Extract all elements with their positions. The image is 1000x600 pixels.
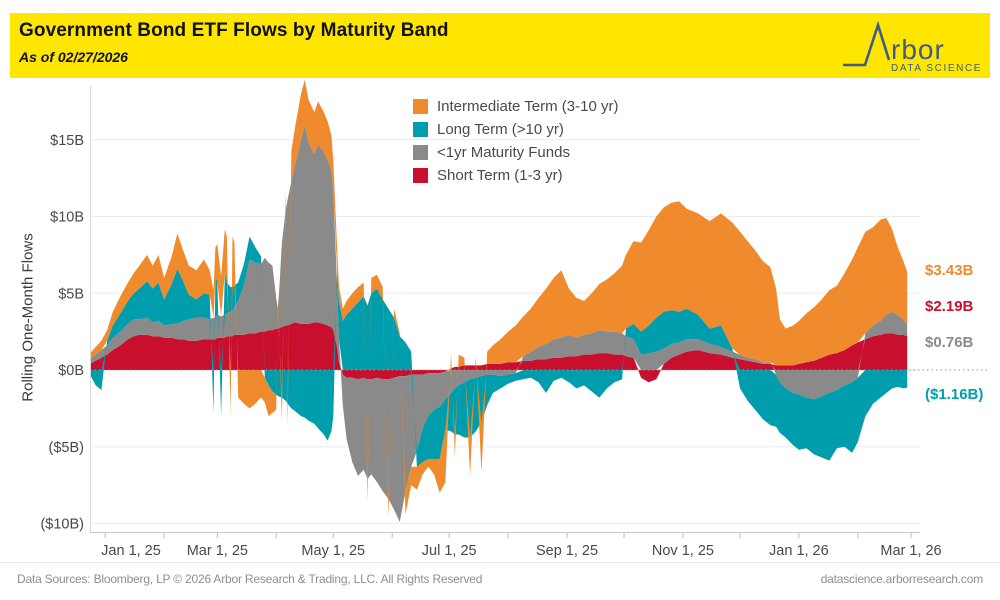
x-tick-label: May 1, 25	[301, 543, 365, 559]
legend-item-under1yr[interactable]: <1yr Maturity Funds	[413, 141, 618, 164]
y-tick-label: ($5B)	[49, 440, 84, 456]
area-under1yr[interactable]	[90, 124, 908, 523]
legend-item-short[interactable]: Short Term (1-3 yr)	[413, 164, 618, 187]
legend-label: Intermediate Term (3-10 yr)	[437, 98, 619, 115]
logo-tagline-text: DATA SCIENCE	[891, 63, 980, 74]
data-sources-text: Data Sources: Bloomberg, LP © 2026 Arbor…	[17, 571, 483, 586]
end-label-intermediate: $3.43B	[925, 262, 974, 279]
y-tick-label: $15B	[50, 133, 84, 149]
y-tick-label: $0B	[58, 363, 84, 379]
y-tick-label: $5B	[58, 286, 84, 302]
page-title: Government Bond ETF Flows by Maturity Ba…	[19, 20, 449, 41]
legend-swatch-short-icon	[413, 168, 428, 183]
legend-item-long[interactable]: Long Term (>10 yr)	[413, 118, 618, 141]
legend-item-intermediate[interactable]: Intermediate Term (3-10 yr)	[413, 95, 618, 118]
y-tick-label: $10B	[50, 210, 84, 226]
x-tick-label: Mar 1, 26	[880, 543, 941, 559]
area-short[interactable]	[90, 322, 908, 383]
x-tick-label: Jan 1, 26	[769, 543, 829, 559]
y-axis-title: Rolling One-Month Flows	[19, 233, 37, 402]
legend-swatch-under1yr-icon	[413, 145, 428, 160]
logo-brand-text: rbor	[891, 34, 945, 65]
x-tick-label: Nov 1, 25	[652, 543, 714, 559]
y-tick-label: ($10B)	[40, 517, 84, 533]
end-label-long: ($1.16B)	[925, 386, 984, 403]
x-tick-label: Jul 1, 25	[422, 543, 477, 559]
legend-label: Short Term (1-3 yr)	[437, 167, 563, 184]
site-link[interactable]: datascience.arborresearch.com	[820, 571, 983, 586]
header-banner: Government Bond ETF Flows by Maturity Ba…	[10, 13, 990, 78]
as-of-date: As of 02/27/2026	[19, 49, 128, 65]
end-label-short: $2.19B	[925, 298, 974, 315]
x-tick-label: Sep 1, 25	[536, 543, 598, 559]
legend: Intermediate Term (3-10 yr) Long Term (>1…	[413, 95, 618, 187]
area-intermediate[interactable]	[90, 79, 908, 518]
arbor-logo: rbor DATA SCIENCE	[843, 20, 980, 74]
x-tick-label: Mar 1, 25	[187, 543, 248, 559]
legend-label: Long Term (>10 yr)	[437, 121, 564, 138]
legend-swatch-long-icon	[413, 122, 428, 137]
legend-swatch-intermediate-icon	[413, 99, 428, 114]
legend-label: <1yr Maturity Funds	[437, 144, 570, 161]
footer: Data Sources: Bloomberg, LP © 2026 Arbor…	[0, 562, 1000, 600]
arbor-peak-icon	[843, 20, 891, 67]
x-tick-label: Jan 1, 25	[101, 543, 161, 559]
area-long[interactable]	[90, 236, 908, 467]
end-label-under1yr: $0.76B	[925, 334, 974, 351]
